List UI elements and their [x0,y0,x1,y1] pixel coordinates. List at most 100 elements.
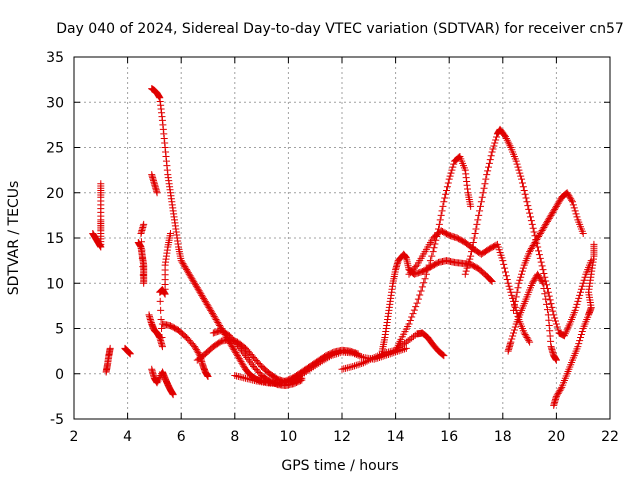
series-arc-4.5h [134,220,148,287]
data-point [475,211,483,219]
data-point [229,344,237,352]
data-point [290,375,298,383]
data-point [527,245,535,253]
data-point [572,210,580,218]
data-point [490,142,498,150]
data-point [481,180,489,188]
data-point [519,183,527,191]
data-point [569,201,577,209]
data-point [574,297,582,305]
data-point [238,359,246,367]
series-arc-6h [158,320,212,380]
data-point [205,303,213,311]
data-point [370,353,378,361]
series-arc-4h [121,344,134,358]
data-point [438,350,446,358]
data-point [576,337,584,345]
data-point [502,134,510,142]
series-arc-14h-a [378,250,496,355]
data-point [446,172,454,180]
data-point [374,352,382,360]
data-point [455,153,463,161]
data-point [197,290,205,298]
data-point [537,276,545,284]
data-point [293,373,301,381]
data-point [193,284,201,292]
data-point [317,358,325,366]
data-point [535,232,543,240]
data-point [552,320,560,328]
data-point [541,290,549,298]
data-point [480,184,488,192]
data-point [351,362,359,370]
data-point [441,194,449,202]
x-tick-label: 10 [279,429,297,445]
series-arc-5h-high [148,85,362,387]
data-point [566,193,574,201]
data-point [551,314,559,322]
data-point [425,261,433,269]
data-point [325,353,333,361]
data-point [535,251,543,259]
x-tick-label: 4 [123,429,132,445]
data-point [472,225,480,233]
data-point [313,360,321,368]
data-point [358,353,366,361]
data-point [520,186,528,194]
data-point [304,366,312,374]
data-point [547,211,555,219]
data-point [526,213,534,221]
x-tick-label: 16 [440,429,458,445]
data-point [190,278,198,286]
data-point [563,189,571,197]
data-point [518,267,526,275]
data-point [238,346,245,354]
data-point [544,288,552,296]
data-point [424,266,432,274]
data-point [233,350,241,358]
data-point [177,257,185,265]
data-point [288,376,296,384]
data-point [367,355,375,363]
data-point [542,220,550,228]
data-point [209,311,217,319]
data-point [570,204,578,212]
data-point [518,175,526,183]
data-point [215,320,223,328]
data-point [554,199,562,207]
data-point [500,260,508,268]
y-tick-label: -5 [50,412,64,428]
data-point [97,180,105,188]
data-point [193,347,201,355]
data-point [196,288,204,296]
data-point [535,273,543,281]
x-tick-label: 2 [70,429,79,445]
y-tick-label: 30 [46,95,64,111]
x-tick-label: 12 [333,429,351,445]
data-point [166,229,174,237]
data-point [363,357,371,365]
series-arc-19h [504,270,560,364]
data-point [237,358,245,366]
data-point [539,266,547,274]
data-point [444,179,452,187]
data-point [247,359,255,367]
data-point [126,350,134,358]
data-point [153,189,161,197]
data-point [525,205,533,213]
data-point [349,363,357,371]
data-point [354,361,362,369]
data-point [372,353,380,361]
data-point [552,317,560,325]
data-point [545,292,553,300]
series-arc-16h [461,125,595,340]
data-point [548,303,556,311]
data-point [571,306,579,314]
data-point [555,198,563,206]
data-point [233,341,241,349]
data-point [137,238,145,246]
data-point [578,282,586,290]
data-point [331,350,339,358]
data-point [184,269,192,277]
chart-title: Day 040 of 2024, Sidereal Day-to-day VTE… [56,21,624,37]
